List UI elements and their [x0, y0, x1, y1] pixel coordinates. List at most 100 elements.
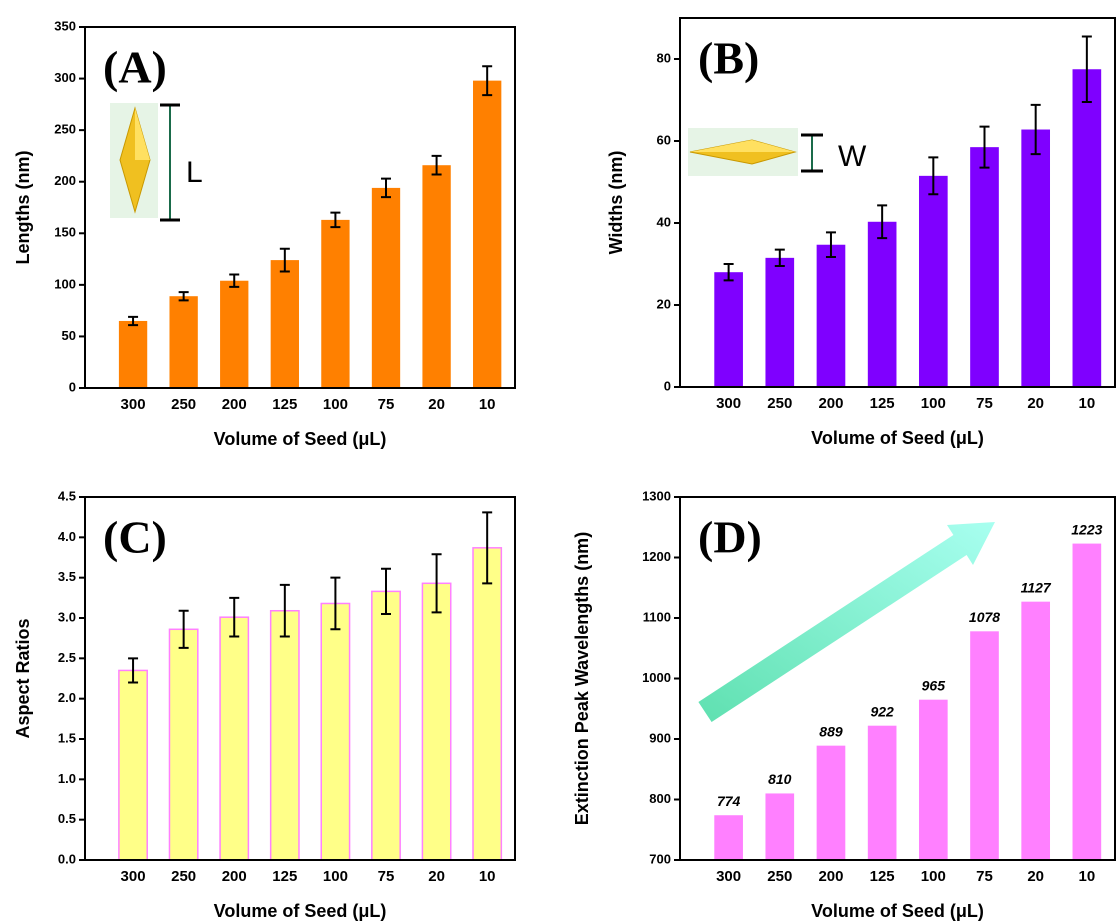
value-label: 774: [717, 793, 741, 809]
y-tick-label: 4.0: [58, 529, 76, 544]
bar: [422, 165, 450, 388]
x-tick-label: 300: [716, 395, 741, 412]
y-axis-label: Aspect Ratios: [13, 618, 33, 738]
bar: [220, 281, 248, 388]
y-tick-label: 0.5: [58, 811, 76, 826]
y-tick-label: 1000: [642, 670, 671, 685]
bar: [970, 147, 999, 387]
y-tick-label: 0: [664, 378, 671, 393]
bar: [765, 258, 794, 387]
x-tick-label: 200: [222, 868, 247, 885]
y-tick-label: 40: [657, 214, 671, 229]
x-tick-label: 300: [121, 868, 146, 885]
value-label: 1223: [1071, 521, 1102, 537]
y-tick-label: 1300: [642, 488, 671, 503]
value-label: 922: [870, 703, 894, 719]
x-tick-label: 10: [1079, 868, 1096, 885]
y-tick-label: 100: [54, 276, 76, 291]
panel-label: (D): [698, 512, 762, 563]
x-tick-label: 200: [818, 395, 843, 412]
x-tick-label: 75: [378, 868, 395, 885]
x-tick-label: 75: [378, 396, 395, 413]
bar: [1073, 69, 1102, 387]
y-tick-label: 1.5: [58, 730, 76, 745]
value-label: 889: [819, 723, 843, 739]
x-tick-label: 300: [716, 868, 741, 885]
y-tick-label: 900: [649, 730, 671, 745]
bar: [919, 700, 948, 860]
bar: [1021, 602, 1050, 860]
y-axis-label: Extinction Peak Wavelengths (nm): [572, 532, 592, 825]
y-tick-label: 20: [657, 296, 671, 311]
x-tick-label: 20: [428, 868, 445, 885]
bar: [422, 583, 450, 860]
width-inset: W: [688, 128, 867, 176]
x-axis-label: Volume of Seed (μL): [214, 901, 387, 921]
x-tick-label: 125: [870, 395, 895, 412]
x-axis-label: Volume of Seed (μL): [811, 428, 984, 448]
bar: [372, 188, 400, 388]
x-tick-label: 100: [921, 395, 946, 412]
x-tick-label: 10: [479, 868, 496, 885]
y-tick-label: 0.0: [58, 851, 76, 866]
bar: [372, 591, 400, 860]
y-tick-label: 350: [54, 18, 76, 33]
y-tick-label: 700: [649, 851, 671, 866]
value-label: 810: [768, 771, 792, 787]
bar: [271, 611, 299, 860]
bar: [970, 631, 999, 860]
x-tick-label: 100: [323, 396, 348, 413]
x-tick-label: 100: [921, 868, 946, 885]
y-tick-label: 80: [657, 50, 671, 65]
y-tick-label: 300: [54, 70, 76, 85]
y-tick-label: 50: [62, 328, 76, 343]
y-tick-label: 4.5: [58, 488, 76, 503]
x-tick-label: 250: [767, 395, 792, 412]
y-tick-label: 0: [69, 379, 76, 394]
x-tick-label: 10: [1079, 395, 1096, 412]
bar: [817, 746, 846, 860]
x-tick-label: 250: [171, 868, 196, 885]
x-axis-label: Volume of Seed (μL): [214, 429, 387, 449]
panel-label: (C): [103, 512, 167, 563]
y-tick-label: 3.5: [58, 569, 76, 584]
bar: [473, 81, 501, 388]
bar: [714, 815, 743, 860]
y-tick-label: 60: [657, 132, 671, 147]
x-tick-label: 200: [818, 868, 843, 885]
x-tick-label: 250: [171, 396, 196, 413]
x-tick-label: 75: [976, 868, 993, 885]
bar: [919, 176, 948, 387]
panel-label: (B): [698, 33, 759, 84]
x-tick-label: 20: [428, 396, 445, 413]
panel-label: (A): [103, 42, 167, 93]
figure: L W 050100150200250300350300250200125100…: [0, 0, 1118, 923]
y-tick-label: 3.0: [58, 609, 76, 624]
length-inset: L: [110, 103, 203, 220]
x-tick-label: 10: [479, 396, 496, 413]
bar: [1021, 130, 1050, 387]
y-axis-label: Widths (nm): [606, 151, 626, 255]
value-label: 1127: [1021, 579, 1052, 595]
bar: [868, 222, 897, 387]
x-tick-label: 20: [1027, 868, 1044, 885]
value-label: 965: [922, 677, 946, 693]
y-axis-label: Lengths (nm): [13, 151, 33, 265]
bar: [868, 726, 897, 860]
bar: [169, 296, 197, 388]
y-tick-label: 200: [54, 173, 76, 188]
y-tick-label: 2.0: [58, 690, 76, 705]
bar: [119, 670, 147, 860]
x-tick-label: 200: [222, 396, 247, 413]
bar: [1073, 544, 1102, 860]
x-tick-label: 100: [323, 868, 348, 885]
bar: [817, 245, 846, 387]
bar: [119, 321, 147, 388]
y-tick-label: 1200: [642, 549, 671, 564]
y-tick-label: 2.5: [58, 650, 76, 665]
bar: [714, 272, 743, 387]
x-axis-label: Volume of Seed (μL): [811, 901, 984, 921]
inset-label: L: [186, 156, 203, 189]
x-tick-label: 125: [272, 396, 297, 413]
inset-label: W: [838, 140, 867, 173]
